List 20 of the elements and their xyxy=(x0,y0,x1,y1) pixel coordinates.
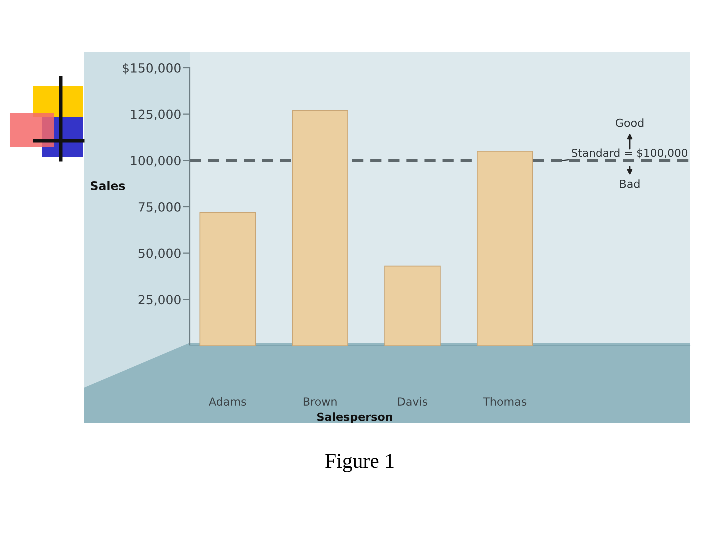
bar xyxy=(384,266,441,346)
bar xyxy=(477,150,534,346)
text: Bad xyxy=(620,180,640,188)
x-tick-label: Thomas xyxy=(483,397,527,406)
bar xyxy=(200,212,256,346)
x-tick-label: Davis xyxy=(398,397,428,406)
y-tick-label: 125,000 xyxy=(131,110,181,121)
x-axis-title: Salesperson xyxy=(318,412,392,424)
caption: Figure 1 xyxy=(326,454,394,472)
y-axis-title: Sales xyxy=(91,181,126,190)
y-tick-label: 100,000 xyxy=(131,156,181,167)
x-tick-label: Brown xyxy=(304,398,337,406)
y-tick-label: 50,000 xyxy=(138,248,181,260)
x-tick-label: Adams xyxy=(209,397,246,406)
ref-line-label: Standard = $100,000 xyxy=(572,148,688,159)
y-tick-label: $150,000 xyxy=(123,63,181,75)
text: Good xyxy=(616,118,644,128)
y-tick-label: 75,000 xyxy=(138,202,181,214)
bar xyxy=(292,110,348,346)
y-tick-label: 25,000 xyxy=(138,295,181,306)
